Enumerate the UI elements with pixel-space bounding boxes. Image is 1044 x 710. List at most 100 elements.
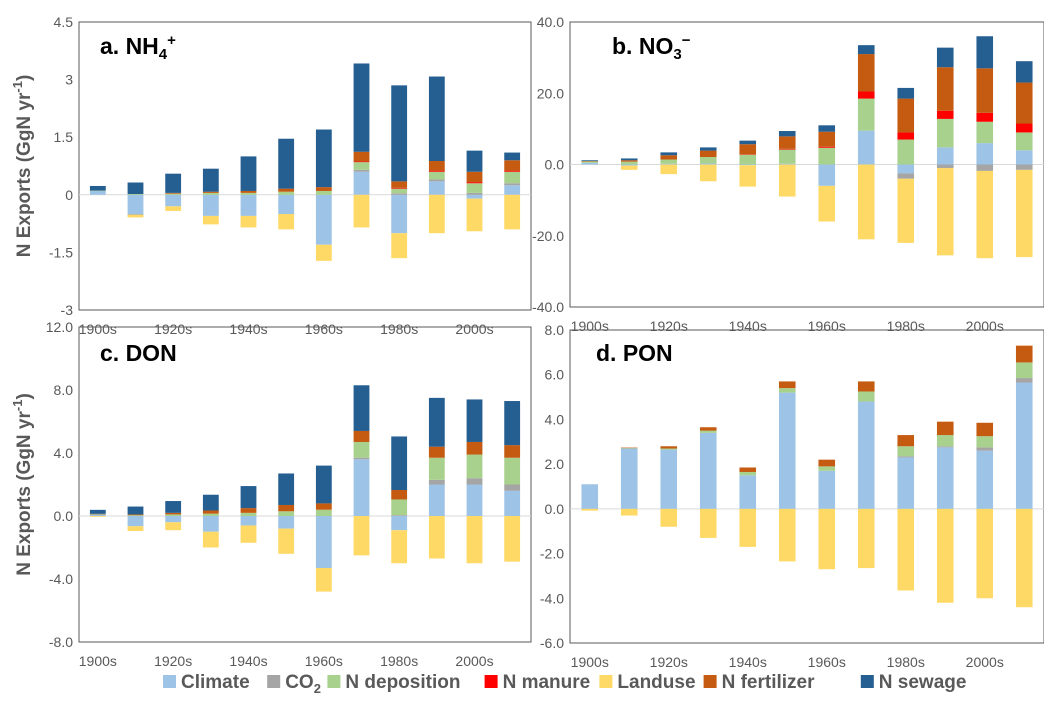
bar-nsewage-1970s [353, 63, 370, 152]
bar-nsewage-2010s [504, 152, 521, 161]
bar-ndep-1980s [897, 446, 915, 457]
bar-landuse-1960s [818, 508, 836, 570]
bar-ndep-1920s [660, 159, 678, 164]
bar-ndep-1930s [202, 513, 219, 516]
bar-ndep-1970s [857, 391, 875, 402]
bar-nsewage-1960s [315, 465, 332, 504]
bar-landuse-2010s [1015, 169, 1033, 258]
y-tick-label: -6.0 [540, 635, 564, 651]
bar-ndep-1940s [240, 512, 257, 516]
bar-ndep-2010s [504, 457, 521, 485]
bar-nfert-2010s [1015, 345, 1033, 363]
x-tick-label: 1920s [154, 321, 192, 337]
bar-ndep-1930s [699, 430, 717, 433]
bar-nfert-1970s [857, 54, 875, 92]
bar-co2-2010s [504, 484, 521, 491]
bar-ndep-1930s [699, 157, 717, 164]
legend: Climate CO2 N deposition N manure Landuse N f… [163, 672, 966, 696]
bar-landuse-1950s [278, 214, 295, 230]
bar-landuse-1990s [936, 168, 954, 256]
bar-landuse-1930s [699, 508, 717, 538]
bar-landuse-1900s [581, 508, 599, 511]
bar-climate-1950s [278, 516, 295, 529]
bar-nfert-2010s [1015, 82, 1033, 124]
bar-climate-1910s [127, 516, 144, 527]
bar-climate-1960s [315, 516, 332, 568]
bar-climate-1940s [739, 164, 757, 166]
legend-swatch [703, 675, 717, 688]
bar-landuse-1960s [818, 185, 836, 222]
bar-climate-1950s [778, 163, 796, 165]
bar-landuse-1930s [202, 531, 219, 548]
bar-nfert-1980s [391, 181, 408, 188]
x-tick-label: 1960s [808, 654, 846, 670]
bar-co2-1970s [353, 169, 370, 172]
bar-landuse-1970s [353, 516, 370, 556]
bar-nmanure-1950s [778, 148, 796, 150]
bar-nfert-1920s [660, 446, 678, 449]
bar-climate-1930s [699, 432, 717, 509]
x-tick-label: 1920s [650, 318, 688, 334]
bar-climate-1960s [818, 470, 836, 509]
bar-climate-1970s [353, 171, 370, 195]
x-tick-label: 1980s [380, 653, 418, 669]
legend-item-climate: Climate [163, 672, 250, 693]
y-tick-label: 20.0 [537, 85, 564, 101]
bar-climate-1980s [897, 457, 915, 509]
bar-co2-1980s [897, 456, 915, 458]
bar-nfert-1920s [165, 192, 182, 194]
bar-nfert-1960s [818, 459, 836, 467]
bar-nmanure-1970s [353, 161, 370, 163]
bar-nsewage-2010s [1015, 61, 1033, 83]
bar-landuse-2000s [976, 508, 994, 599]
bar-ndep-1930s [202, 192, 219, 195]
bar-climate-1990s [428, 484, 445, 516]
bar-co2-1990s [428, 179, 445, 182]
bar-nfert-1900s [89, 513, 106, 515]
bar-landuse-1990s [936, 508, 954, 603]
bar-landuse-2000s [976, 170, 994, 259]
bar-nmanure-2010s [504, 170, 521, 172]
bar-landuse-1980s [391, 530, 408, 564]
x-tick-label: 2000s [455, 653, 493, 669]
bar-nsewage-1920s [660, 152, 678, 156]
y-tick-label: 12.0 [46, 319, 73, 335]
bar-landuse-1970s [353, 194, 370, 228]
y-tick-label: 8.0 [545, 322, 565, 338]
bar-nsewage-1900s [89, 509, 106, 514]
bar-ndep-1980s [391, 499, 408, 516]
bar-landuse-1920s [165, 206, 182, 211]
legend-swatch [327, 675, 341, 688]
bar-landuse-2000s [466, 516, 483, 564]
bar-landuse-1980s [897, 178, 915, 243]
y-tick-label: 6.0 [545, 367, 565, 383]
bar-nfert-1990s [936, 421, 954, 436]
x-tick-label: 1940s [729, 318, 767, 334]
bar-ndep-2000s [466, 183, 483, 193]
y-tick-label: 0.0 [54, 508, 74, 524]
bar-nmanure-1980s [897, 132, 915, 140]
y-axis-label: N Exports (GgN yr-1) [10, 393, 35, 576]
x-tick-label: 1980s [887, 654, 925, 670]
panel-d: -6.0 -4.0 -2.0 0.0 2.0 4.0 6.0 8.0 1900s 1920s 194… [540, 322, 1044, 670]
bar-ndep-1990s [936, 435, 954, 447]
bar-ndep-1900s [89, 514, 106, 515]
legend-item-ndep: N deposition [327, 672, 460, 693]
x-tick-label: 1980s [887, 318, 925, 334]
legend-swatch [599, 675, 613, 688]
x-tick-label: 1920s [650, 654, 688, 670]
bar-nfert-2000s [976, 68, 994, 113]
x-tick-label: 1900s [571, 654, 609, 670]
bar-ndep-1940s [739, 471, 757, 476]
bar-ndep-1920s [660, 448, 678, 450]
bar-climate-1990s [936, 147, 954, 165]
bar-landuse-2010s [504, 516, 521, 562]
x-tick-label: 1960s [808, 318, 846, 334]
bar-nfert-1930s [202, 510, 219, 514]
bar-nmanure-1990s [428, 170, 445, 172]
bar-co2-2010s [504, 183, 521, 186]
bar-ndep-1900s [89, 190, 106, 192]
bar-climate-1920s [660, 163, 678, 165]
bar-ndep-1910s [127, 515, 144, 516]
y-tick-label: -4.0 [49, 571, 73, 587]
